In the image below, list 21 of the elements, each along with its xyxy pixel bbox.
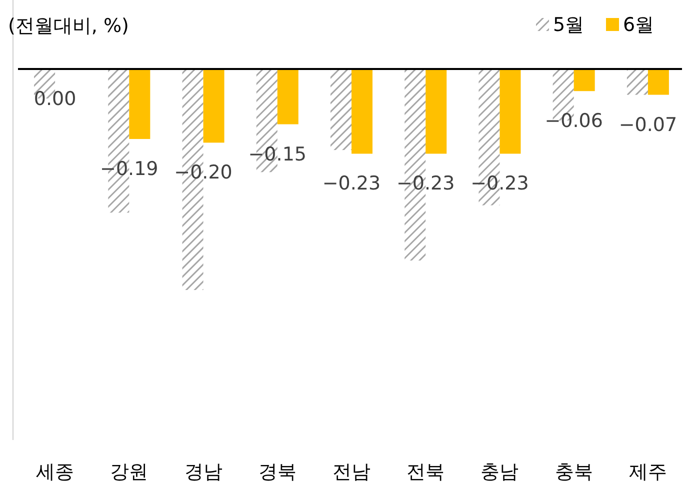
- y-axis-title: (전월대비, %): [8, 15, 129, 37]
- x-tick-label: 충북: [554, 461, 593, 483]
- data-label: −0.07: [618, 114, 678, 136]
- x-tick-label: 세종: [36, 461, 74, 483]
- x-tick-label: 충남: [480, 461, 519, 483]
- x-tick-label: 전남: [332, 461, 370, 483]
- legend-label: 5월: [553, 14, 584, 36]
- legend-label: 6월: [623, 14, 654, 36]
- x-tick-label: 경남: [184, 461, 222, 483]
- data-label: −0.23: [470, 172, 529, 195]
- x-tick-label: 제주: [628, 461, 667, 483]
- data-label: −0.23: [396, 172, 455, 195]
- data-label: −0.06: [544, 110, 603, 132]
- data-label: −0.23: [322, 172, 381, 195]
- x-tick-label: 경북: [258, 461, 296, 483]
- data-label: −0.19: [100, 158, 158, 180]
- x-tick-label: 전북: [406, 461, 445, 483]
- x-tick-label: 강원: [110, 461, 148, 483]
- data-label: −0.15: [248, 143, 307, 166]
- data-label: 0.00: [34, 88, 76, 110]
- data-label: −0.20: [174, 162, 232, 184]
